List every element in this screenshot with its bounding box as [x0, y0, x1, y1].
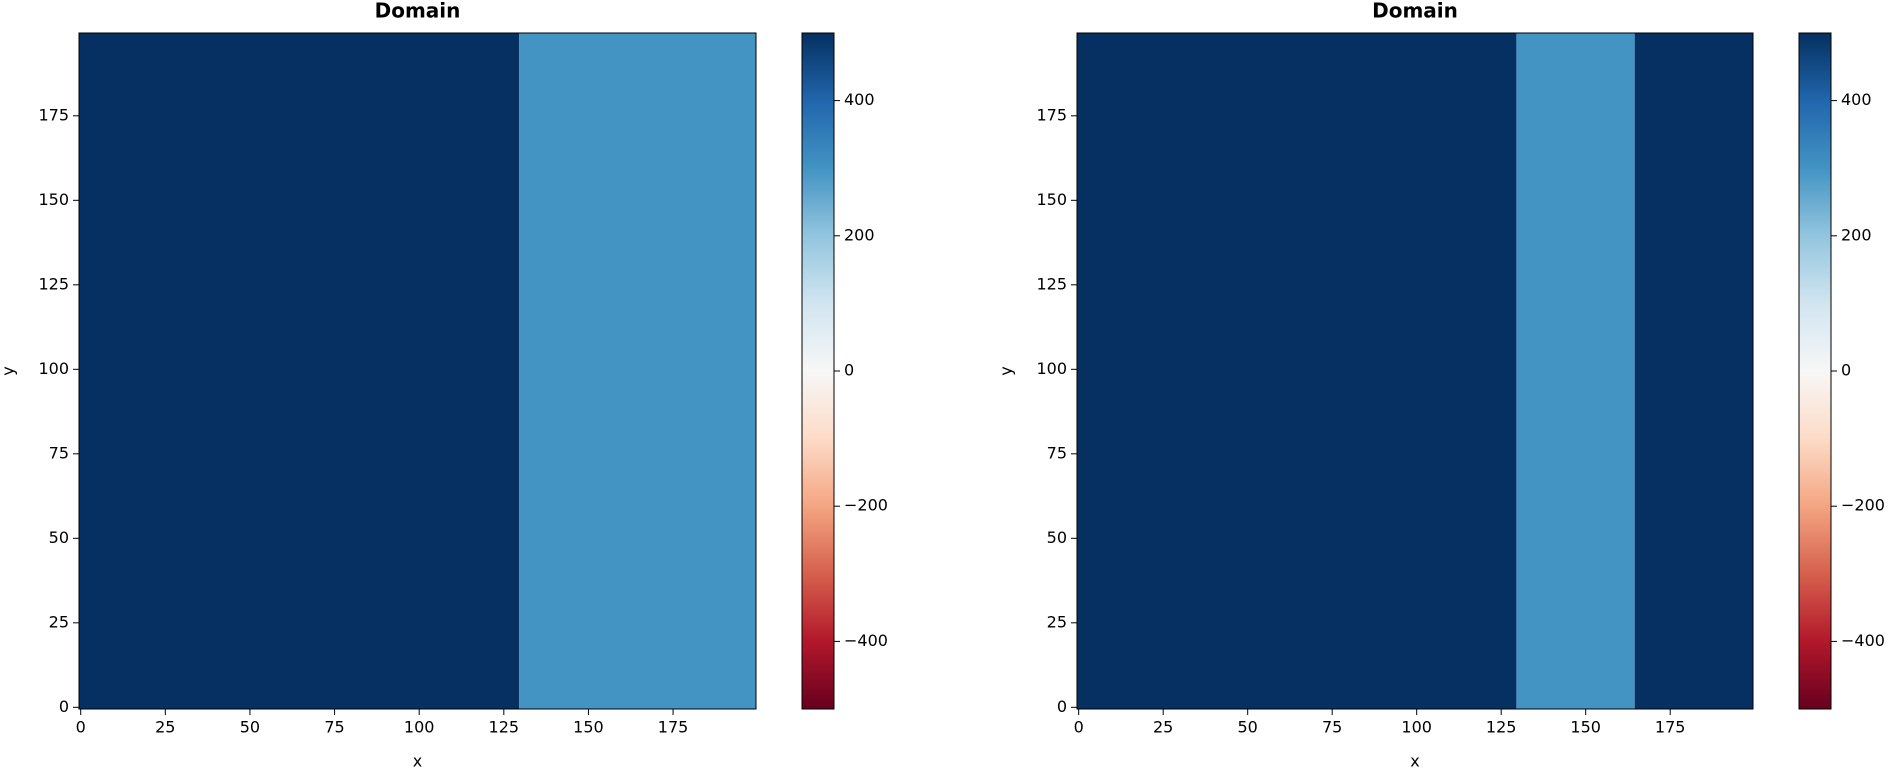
y-axis-label: y [997, 366, 1016, 375]
heatmap-cell [1634, 33, 1753, 709]
heatmap-cell [1077, 33, 1517, 709]
y-tick-label: 150 [38, 190, 69, 209]
colorbar-tick-label: −200 [1841, 496, 1885, 515]
x-tick-label: 150 [1570, 718, 1601, 737]
x-tick-label: 25 [1153, 718, 1173, 737]
y-tick-label: 100 [38, 359, 69, 378]
y-tick-label: 75 [1047, 443, 1067, 462]
heatmap-cell [519, 33, 756, 709]
heatmap-cell [79, 33, 520, 709]
y-tick-label: 100 [1036, 359, 1067, 378]
chart-title: Domain [375, 0, 461, 23]
y-tick-label: 50 [49, 528, 69, 547]
x-tick-label: 100 [404, 718, 435, 737]
x-tick-label: 100 [1401, 718, 1432, 737]
x-tick-label: 50 [1238, 718, 1258, 737]
y-tick-label: 125 [38, 274, 69, 293]
y-tick-label: 0 [1057, 697, 1067, 716]
x-tick-label: 75 [324, 718, 344, 737]
colorbar-tick-label: −200 [844, 496, 888, 515]
colorbar [1798, 32, 1832, 710]
y-tick-label: 175 [38, 105, 69, 124]
axes-frame [1076, 32, 1754, 710]
y-tick-label: 25 [1047, 612, 1067, 631]
x-tick-label: 175 [658, 718, 689, 737]
y-tick-label: 125 [1036, 274, 1067, 293]
x-tick-label: 150 [573, 718, 604, 737]
y-tick-label: 150 [1036, 190, 1067, 209]
x-tick-label: 25 [155, 718, 175, 737]
chart-title: Domain [1372, 0, 1458, 23]
y-axis-label: y [0, 366, 18, 375]
x-tick-label: 50 [240, 718, 260, 737]
x-tick-label: 125 [1486, 718, 1517, 737]
x-tick-label: 0 [1074, 718, 1084, 737]
colorbar-tick-label: −400 [844, 631, 888, 650]
axes-frame [78, 32, 757, 710]
x-tick-label: 0 [76, 718, 86, 737]
colorbar [801, 32, 835, 710]
y-tick-label: 50 [1047, 528, 1067, 547]
x-tick-label: 125 [489, 718, 520, 737]
x-axis-label: x [1410, 752, 1419, 770]
x-tick-label: 75 [1322, 718, 1342, 737]
y-tick-label: 25 [49, 612, 69, 631]
y-tick-label: 175 [1036, 105, 1067, 124]
colorbar-tick-label: −400 [1841, 631, 1885, 650]
colorbar-tick-label: 400 [1841, 90, 1872, 109]
x-tick-label: 175 [1655, 718, 1686, 737]
colorbar-tick-label: 200 [1841, 225, 1872, 244]
colorbar-tick-label: 0 [844, 361, 854, 380]
colorbar-tick-label: 200 [844, 225, 875, 244]
heatmap-cell [1516, 33, 1635, 709]
y-tick-label: 75 [49, 443, 69, 462]
y-tick-label: 0 [59, 697, 69, 716]
colorbar-tick-label: 400 [844, 90, 875, 109]
x-axis-label: x [413, 752, 422, 770]
colorbar-tick-label: 0 [1841, 361, 1851, 380]
